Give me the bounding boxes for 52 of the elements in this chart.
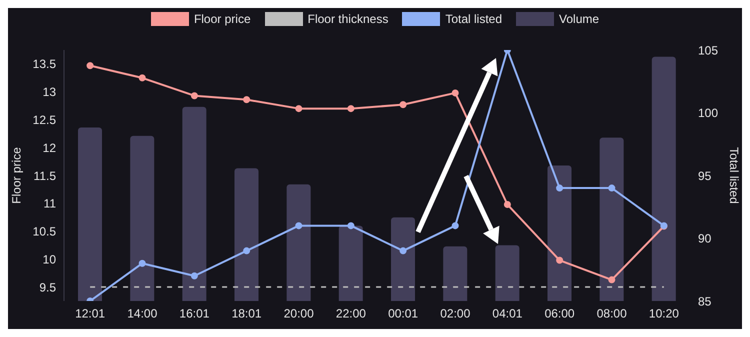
y2-tick-label: 85 bbox=[698, 294, 712, 308]
point bbox=[295, 222, 302, 230]
point bbox=[400, 247, 407, 254]
point bbox=[608, 184, 616, 192]
point bbox=[400, 101, 407, 108]
x-tick-label: 20:00 bbox=[284, 306, 314, 321]
point bbox=[452, 89, 459, 96]
y-tick-label: 10 bbox=[42, 252, 56, 266]
point bbox=[556, 184, 564, 192]
point bbox=[347, 222, 354, 230]
point bbox=[295, 105, 302, 112]
y2-axis-title: Total listed bbox=[726, 147, 741, 204]
legend-label: Volume bbox=[559, 12, 600, 26]
legend-label: Total listed bbox=[445, 12, 502, 26]
legend-label: Floor price bbox=[194, 12, 251, 26]
point bbox=[347, 105, 354, 112]
y-tick-label: 12 bbox=[42, 140, 56, 155]
y2-tick-label: 95 bbox=[698, 168, 712, 183]
x-tick-label: 18:01 bbox=[232, 306, 262, 321]
y-tick-label: 11.5 bbox=[34, 168, 56, 183]
x-tick-label: 14:00 bbox=[127, 306, 158, 321]
x-tick-label: 16:01 bbox=[179, 306, 210, 321]
x-tick-label: 12:01 bbox=[75, 306, 106, 321]
y-tick-label: 13.5 bbox=[32, 57, 56, 72]
y-tick-label: 13 bbox=[42, 85, 56, 100]
point bbox=[138, 260, 146, 267]
x-tick-label: 02:00 bbox=[440, 306, 471, 321]
point bbox=[608, 276, 616, 284]
point bbox=[243, 96, 250, 104]
x-tick-label: 22:00 bbox=[336, 306, 366, 321]
y-tick-label: 9.5 bbox=[39, 280, 56, 294]
y-tick-label: 12.5 bbox=[32, 112, 56, 127]
x-tick-label: 04:01 bbox=[492, 306, 523, 321]
point bbox=[190, 92, 198, 100]
legend-label: Floor thickness bbox=[308, 12, 388, 26]
y-tick-label: 11 bbox=[44, 196, 56, 211]
x-tick-label: 00:01 bbox=[388, 306, 418, 321]
point bbox=[556, 256, 564, 264]
x-tick-label: 10:20 bbox=[648, 306, 680, 321]
point bbox=[190, 272, 198, 280]
x-tick-label: 08:00 bbox=[596, 306, 628, 321]
y-axis-title: Floor price bbox=[9, 146, 24, 204]
y2-tick-label: 105 bbox=[698, 43, 718, 58]
y-tick-label: 10.5 bbox=[32, 224, 56, 239]
point bbox=[504, 201, 511, 208]
point bbox=[452, 222, 459, 230]
point bbox=[86, 62, 94, 70]
y2-tick-label: 90 bbox=[698, 232, 712, 246]
point bbox=[243, 247, 250, 254]
x-tick-label: 06:00 bbox=[544, 306, 575, 321]
point bbox=[138, 74, 146, 82]
y2-tick-label: 100 bbox=[698, 106, 718, 120]
